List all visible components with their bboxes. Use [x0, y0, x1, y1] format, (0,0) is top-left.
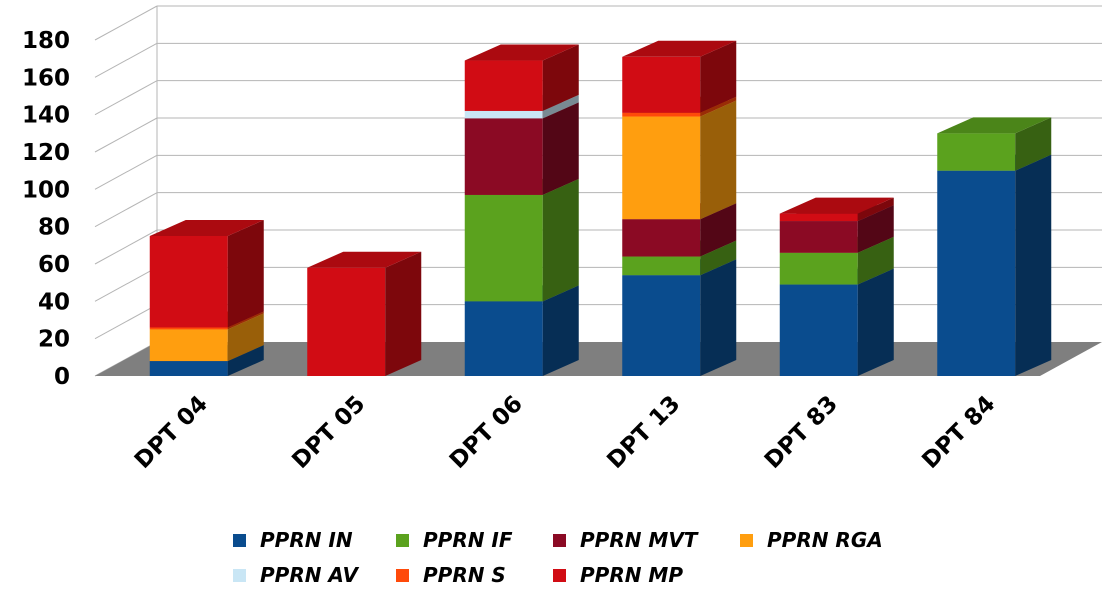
bar-segment-side	[542, 44, 579, 111]
bar-segment-side	[542, 102, 579, 195]
legend-label: PPRN IN	[260, 528, 353, 552]
bar-segment	[779, 252, 858, 285]
legend-label: PPRN MP	[580, 563, 683, 587]
bar-segment-side	[1015, 117, 1052, 171]
bar-segment-side	[227, 311, 264, 330]
y-tick-label: 180	[22, 28, 70, 54]
legend-swatch	[553, 534, 566, 547]
bar-segment-top	[622, 40, 737, 57]
bar-segment	[622, 219, 701, 257]
bar-segment-side	[857, 236, 894, 285]
bar-segment-side	[700, 100, 737, 220]
bar-segment-side	[700, 259, 737, 376]
gridline-side	[94, 5, 158, 41]
legend-swatch	[233, 569, 246, 582]
bar-segment	[937, 170, 1016, 376]
gridline-side	[94, 80, 158, 116]
bar-segment-side	[542, 285, 579, 376]
y-tick-label: 140	[22, 103, 70, 129]
bar-segment-side	[385, 251, 422, 376]
bar-segment	[464, 60, 543, 111]
gridline-side	[94, 192, 158, 228]
bar-segment-side	[227, 220, 264, 328]
y-tick-label: 0	[54, 364, 70, 390]
y-tick-label: 120	[22, 140, 70, 166]
gridline-side	[94, 304, 158, 340]
bar-segment	[307, 267, 386, 376]
gridline-side	[94, 117, 158, 153]
y-tick-label: 80	[38, 215, 70, 241]
bar-segment	[779, 284, 858, 376]
gridline-side	[94, 266, 158, 302]
gridline-side	[94, 154, 158, 190]
bar-segment	[937, 133, 1016, 171]
bar-segment-top	[464, 44, 579, 61]
y-tick-label: 20	[38, 327, 70, 353]
bar-segment	[149, 327, 228, 330]
y-tick-label: 40	[38, 289, 70, 315]
bar-segment	[149, 236, 228, 328]
bar-segment-side	[1015, 154, 1052, 376]
gridline-side	[94, 229, 158, 265]
x-category-label: DPT 05	[287, 391, 370, 474]
legend-label: PPRN S	[423, 563, 506, 587]
bar-segment	[622, 112, 701, 117]
bar-segment-side	[227, 345, 264, 376]
legend-label: PPRN RGA	[767, 528, 883, 552]
bar-segment-side	[700, 96, 737, 117]
legend-label: PPRN AV	[260, 563, 360, 587]
bar-segment-side	[542, 178, 579, 302]
bar-segment	[464, 301, 543, 376]
y-tick-label: 100	[22, 177, 70, 203]
bar-segment	[779, 213, 858, 222]
legend-swatch	[553, 569, 566, 582]
bar-segment	[622, 275, 701, 376]
bar-segment	[622, 56, 701, 113]
bar-segment-side	[857, 205, 894, 253]
bar-segment	[464, 118, 543, 195]
bar-segment-side	[227, 313, 264, 362]
bar-segment-side	[700, 203, 737, 257]
x-category-label: DPT 83	[760, 391, 843, 474]
legend-swatch	[233, 534, 246, 547]
bar-segment-side	[857, 197, 894, 222]
legend-label: PPRN MVT	[580, 528, 699, 552]
bar-segment	[464, 110, 543, 119]
x-category-label: DPT 06	[445, 391, 528, 474]
bar-segment-side	[542, 94, 579, 119]
bar-segment	[779, 221, 858, 253]
x-category-label: DPT 13	[602, 391, 685, 474]
x-category-label: DPT 04	[130, 391, 213, 474]
bar-segment	[149, 361, 228, 376]
legend-swatch	[740, 534, 753, 547]
bar-segment-top	[307, 251, 422, 268]
x-category-label: DPT 84	[917, 391, 1000, 474]
legend-swatch	[396, 534, 409, 547]
legend-label: PPRN IF	[423, 528, 513, 552]
bar-segment	[622, 116, 701, 220]
y-tick-label: 60	[38, 252, 70, 278]
y-tick-label: 160	[22, 65, 70, 91]
bar-segment	[464, 194, 543, 302]
bar-segment-side	[857, 268, 894, 376]
bar-segment-top	[937, 117, 1052, 134]
bar-segment-side	[700, 240, 737, 276]
bar-segment-top	[779, 197, 894, 214]
bar-segment	[149, 329, 228, 362]
gridline-side	[94, 42, 158, 78]
bar-segment-top	[149, 220, 264, 236]
bar-segment	[622, 256, 701, 276]
bar-segment-side	[700, 40, 737, 113]
legend-swatch	[396, 569, 409, 582]
